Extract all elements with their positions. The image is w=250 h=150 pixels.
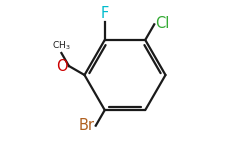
Text: O: O: [56, 58, 68, 74]
Text: F: F: [100, 6, 109, 21]
Text: $\mathdefault{CH_3}$: $\mathdefault{CH_3}$: [52, 40, 71, 52]
Text: Br: Br: [79, 118, 95, 133]
Text: Cl: Cl: [156, 16, 170, 31]
